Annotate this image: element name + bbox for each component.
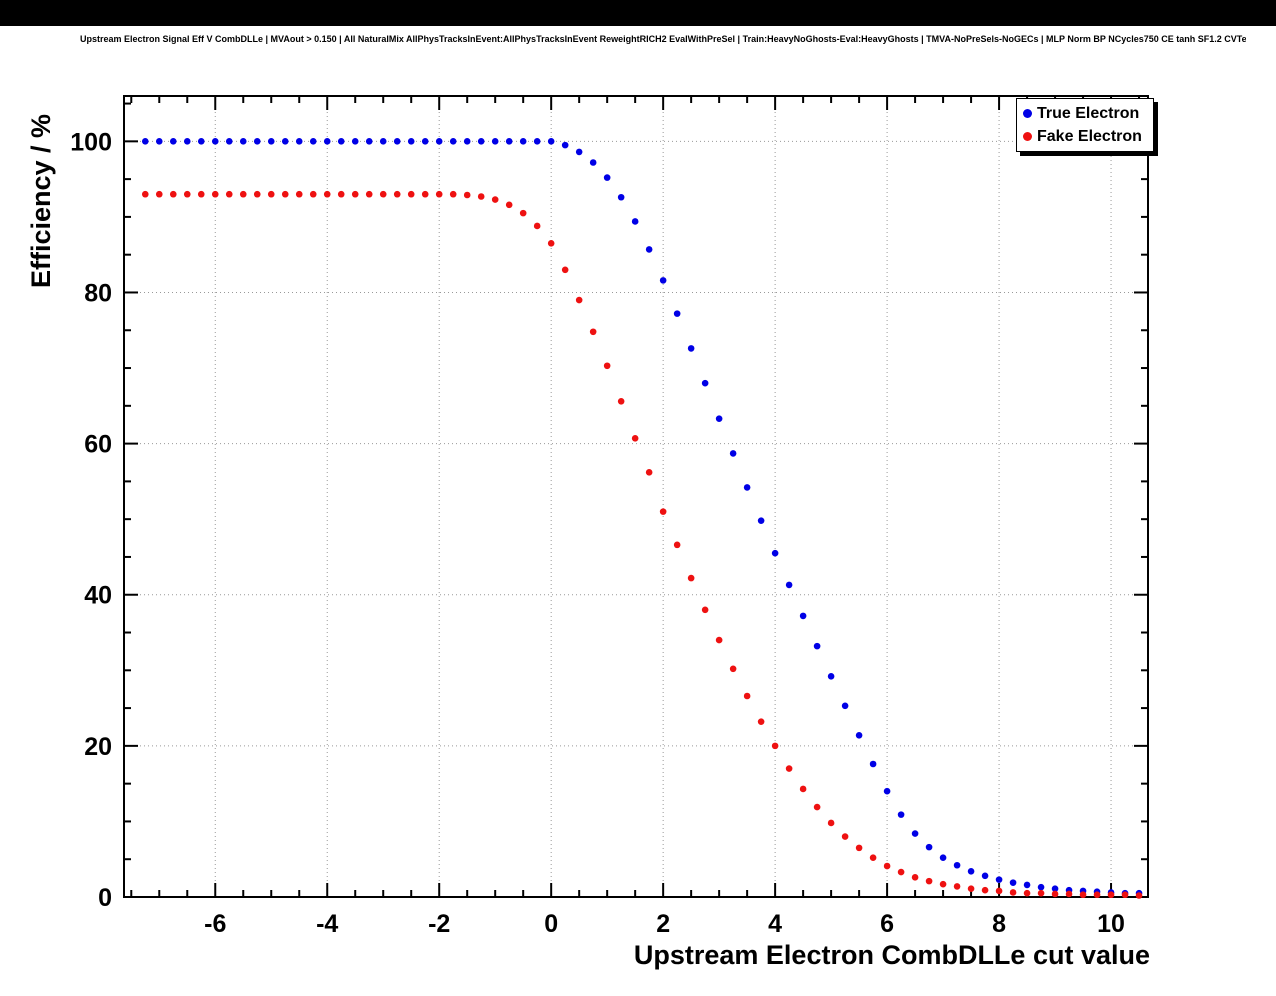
svg-text:10: 10 <box>1097 910 1125 938</box>
svg-text:-4: -4 <box>316 910 338 938</box>
window-top-bar <box>0 0 1276 26</box>
fake-electron-marker-icon <box>1023 132 1032 141</box>
svg-text:20: 20 <box>84 733 112 761</box>
svg-text:80: 80 <box>84 279 112 307</box>
svg-text:100: 100 <box>70 128 112 156</box>
svg-text:0: 0 <box>98 884 112 912</box>
svg-text:-2: -2 <box>428 910 450 938</box>
series-points-true-electron <box>141 138 1143 897</box>
svg-text:60: 60 <box>84 431 112 459</box>
series-points-fake-electron <box>141 190 1143 899</box>
legend-label-fake-electron: Fake Electron <box>1037 127 1142 145</box>
legend-item-true-electron: True Electron <box>1021 102 1149 125</box>
legend-item-fake-electron: Fake Electron <box>1021 125 1149 148</box>
true-electron-marker-icon <box>1023 109 1032 118</box>
x-axis-title: Upstream Electron CombDLLe cut value <box>633 940 1150 970</box>
legend-label-true-electron: True Electron <box>1037 104 1140 122</box>
y-axis-title: Efficiency / % <box>26 113 56 288</box>
svg-text:4: 4 <box>768 910 782 938</box>
x-tick-labels: -6 -4 -2 0 2 4 6 8 10 <box>204 910 1125 938</box>
y-tick-labels: 0 20 40 60 80 100 <box>70 128 112 912</box>
svg-text:8: 8 <box>992 910 1006 938</box>
axis-ticks <box>124 96 1148 898</box>
plot-frame <box>123 95 1149 898</box>
svg-text:2: 2 <box>656 910 670 938</box>
gridlines <box>124 96 1148 897</box>
svg-text:0: 0 <box>544 910 558 938</box>
plot-title: Upstream Electron Signal Eff V CombDLLe … <box>80 34 1246 44</box>
svg-text:6: 6 <box>880 910 894 938</box>
svg-text:-6: -6 <box>204 910 226 938</box>
svg-text:40: 40 <box>84 582 112 610</box>
legend: True Electron Fake Electron <box>1016 98 1154 152</box>
